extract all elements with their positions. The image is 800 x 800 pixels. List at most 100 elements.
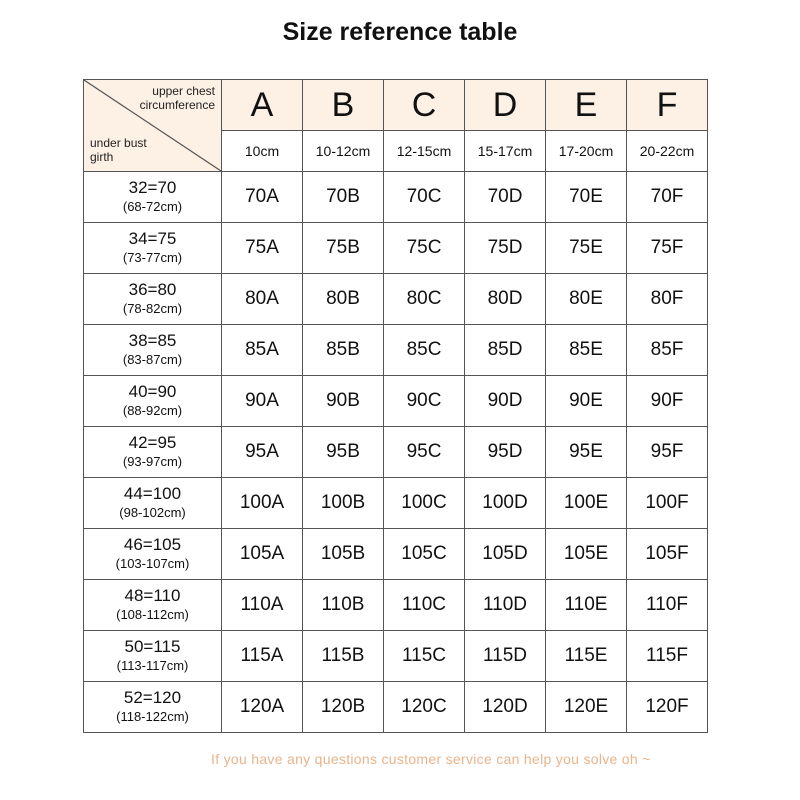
cup-range: 12-15cm xyxy=(383,130,465,172)
size-table: upper chest circumference under bust gir… xyxy=(83,79,708,733)
size-cell: 120F xyxy=(626,681,708,733)
size-cell: 110C xyxy=(383,579,465,631)
size-cell: 105F xyxy=(626,528,708,580)
size-cell: 85B xyxy=(302,324,384,376)
band-size-cell: 38=85 (83-87cm) xyxy=(83,324,222,376)
size-cell: 110D xyxy=(464,579,546,631)
size-cell: 115A xyxy=(221,630,303,682)
size-cell: 110A xyxy=(221,579,303,631)
size-cell: 105C xyxy=(383,528,465,580)
size-cell: 80C xyxy=(383,273,465,325)
band-range: (108-112cm) xyxy=(116,607,189,622)
band-size: 48=110 xyxy=(124,586,181,605)
size-cell: 75B xyxy=(302,222,384,274)
band-size-cell: 34=75 (73-77cm) xyxy=(83,222,222,274)
size-cell: 100D xyxy=(464,477,546,529)
size-cell: 80D xyxy=(464,273,546,325)
band-size-cell: 36=80 (78-82cm) xyxy=(83,273,222,325)
size-cell: 85C xyxy=(383,324,465,376)
size-cell: 85E xyxy=(545,324,627,376)
size-cell: 90E xyxy=(545,375,627,427)
band-range: (118-122cm) xyxy=(116,709,189,724)
band-size-cell: 48=110 (108-112cm) xyxy=(83,579,222,631)
band-size-cell: 40=90 (88-92cm) xyxy=(83,375,222,427)
cup-letter: D xyxy=(464,79,546,131)
size-cell: 95A xyxy=(221,426,303,478)
band-range: (83-87cm) xyxy=(122,352,183,367)
size-cell: 100B xyxy=(302,477,384,529)
size-cell: 100A xyxy=(221,477,303,529)
band-size: 36=80 xyxy=(128,280,177,299)
size-cell: 75E xyxy=(545,222,627,274)
upper-chest-label: upper chest circumference xyxy=(139,84,215,112)
size-cell: 115D xyxy=(464,630,546,682)
size-cell: 70C xyxy=(383,171,465,223)
size-cell: 75D xyxy=(464,222,546,274)
table-row: 38=85 (83-87cm) 85A 85B 85C 85D 85E 85F xyxy=(83,324,708,376)
size-cell: 70B xyxy=(302,171,384,223)
table-row: 44=100 (98-102cm) 100A 100B 100C 100D 100E 100F xyxy=(83,477,708,529)
band-size: 34=75 xyxy=(128,229,177,248)
band-size-cell: 50=115 (113-117cm) xyxy=(83,630,222,682)
size-cell: 120B xyxy=(302,681,384,733)
size-cell: 85D xyxy=(464,324,546,376)
band-size-cell: 32=70 (68-72cm) xyxy=(83,171,222,223)
size-cell: 80F xyxy=(626,273,708,325)
size-cell: 80E xyxy=(545,273,627,325)
band-size: 46=105 xyxy=(123,535,182,554)
size-cell: 85A xyxy=(221,324,303,376)
band-range: (103-107cm) xyxy=(115,556,190,571)
size-cell: 85F xyxy=(626,324,708,376)
cup-range: 15-17cm xyxy=(464,130,546,172)
band-range: (73-77cm) xyxy=(122,250,183,265)
band-size-cell: 46=105 (103-107cm) xyxy=(83,528,222,580)
size-cell: 75A xyxy=(221,222,303,274)
size-cell: 95B xyxy=(302,426,384,478)
band-size: 50=115 xyxy=(124,637,181,656)
size-cell: 100F xyxy=(626,477,708,529)
page-title: Size reference table xyxy=(282,18,518,46)
size-cell: 120C xyxy=(383,681,465,733)
size-cell: 110B xyxy=(302,579,384,631)
table-row: 34=75 (73-77cm) 75A 75B 75C 75D 75E 75F xyxy=(83,222,708,274)
size-cell: 110F xyxy=(626,579,708,631)
size-cell: 120D xyxy=(464,681,546,733)
size-cell: 110E xyxy=(545,579,627,631)
size-cell: 95F xyxy=(626,426,708,478)
cup-range: 17-20cm xyxy=(545,130,627,172)
table-row: 42=95 (93-97cm) 95A 95B 95C 95D 95E 95F xyxy=(83,426,708,478)
size-cell: 70E xyxy=(545,171,627,223)
size-cell: 95E xyxy=(545,426,627,478)
size-cell: 75F xyxy=(626,222,708,274)
cup-letter: E xyxy=(545,79,627,131)
cup-range: 10cm xyxy=(221,130,303,172)
size-cell: 115C xyxy=(383,630,465,682)
band-size: 42=95 xyxy=(128,433,177,452)
cup-letter: F xyxy=(626,79,708,131)
under-bust-label: under bust girth xyxy=(90,136,147,164)
table-row: 50=115 (113-117cm) 115A 115B 115C 115D 115E 115… xyxy=(83,630,708,682)
size-cell: 105A xyxy=(221,528,303,580)
size-cell: 70F xyxy=(626,171,708,223)
size-cell: 90A xyxy=(221,375,303,427)
band-size-cell: 52=120 (118-122cm) xyxy=(83,681,222,733)
size-cell: 75C xyxy=(383,222,465,274)
table-row: 46=105 (103-107cm) 105A 105B 105C 105D 105E 105… xyxy=(83,528,708,580)
band-range: (98-102cm) xyxy=(119,505,186,520)
size-cell: 105B xyxy=(302,528,384,580)
cup-letter: B xyxy=(302,79,384,131)
band-range: (88-92cm) xyxy=(122,403,183,418)
size-cell: 105E xyxy=(545,528,627,580)
table-row: 40=90 (88-92cm) 90A 90B 90C 90D 90E 90F xyxy=(83,375,708,427)
size-cell: 90C xyxy=(383,375,465,427)
band-size: 44=100 xyxy=(123,484,182,503)
size-cell: 80A xyxy=(221,273,303,325)
band-size: 52=120 xyxy=(123,688,182,707)
size-cell: 70A xyxy=(221,171,303,223)
band-range: (113-117cm) xyxy=(116,658,189,673)
size-cell: 100E xyxy=(545,477,627,529)
size-cell: 90B xyxy=(302,375,384,427)
size-cell: 115B xyxy=(302,630,384,682)
header-row-ranges: 10cm 10-12cm 12-15cm 15-17cm 17-20cm 20-22cm xyxy=(84,130,708,172)
header-row-letters: upper chest circumference under bust gir… xyxy=(83,79,708,172)
